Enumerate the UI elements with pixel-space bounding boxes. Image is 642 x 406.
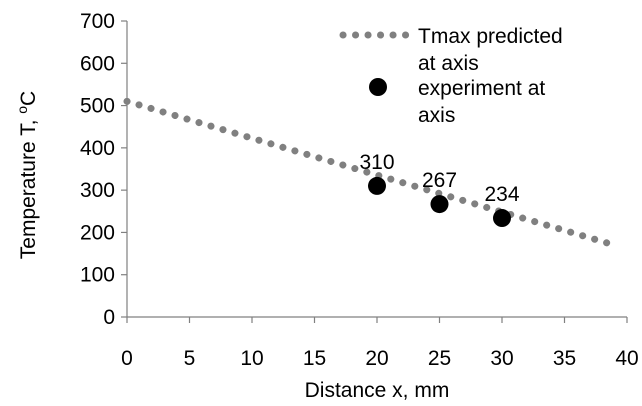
x-axis-label: Distance x, mm bbox=[305, 379, 450, 402]
x-tick-label: 20 bbox=[365, 347, 388, 370]
legend-predicted-label: at axis bbox=[418, 52, 479, 75]
x-tick-label: 40 bbox=[615, 347, 638, 370]
legend-experiment-label: experiment at bbox=[418, 77, 545, 100]
y-tick-label: 200 bbox=[80, 221, 115, 244]
y-tick-label: 400 bbox=[80, 137, 115, 160]
series-predicted-line bbox=[123, 97, 618, 249]
y-axis-label-main: Temperature T, bbox=[17, 114, 40, 260]
y-tick-label: 100 bbox=[80, 264, 115, 287]
x-tick-label: 25 bbox=[428, 347, 451, 370]
y-tick-label: 600 bbox=[80, 52, 115, 75]
y-axis: 0 100 200 300 400 500 600 700 bbox=[80, 10, 128, 329]
y-tick-label: 700 bbox=[80, 10, 115, 33]
experiment-data-label: 310 bbox=[359, 151, 394, 174]
x-tick-label: 5 bbox=[184, 347, 196, 370]
y-axis-label-degree: o bbox=[14, 106, 30, 114]
experiment-point bbox=[368, 176, 386, 195]
experiment-point bbox=[493, 209, 511, 228]
y-axis-label-unit: C bbox=[17, 91, 40, 106]
plot-area: 310 267 234 bbox=[123, 97, 618, 249]
y-tick-label: 0 bbox=[103, 306, 115, 329]
legend-experiment-label: axis bbox=[418, 104, 455, 127]
experiment-data-label: 267 bbox=[422, 169, 457, 192]
x-tick-label: 35 bbox=[553, 347, 576, 370]
x-axis: 0 5 10 15 20 25 30 35 40 bbox=[121, 316, 639, 370]
legend-predicted-label: Tmax predicted bbox=[418, 25, 563, 48]
experiment-point bbox=[430, 195, 449, 214]
y-axis-label: Temperature T, oC bbox=[14, 91, 40, 259]
x-tick-label: 10 bbox=[240, 347, 263, 370]
x-tick-label: 30 bbox=[490, 347, 513, 370]
y-tick-label: 300 bbox=[80, 179, 115, 202]
y-tick-label: 500 bbox=[80, 95, 115, 118]
legend-experiment-swatch bbox=[369, 78, 387, 96]
experiment-data-label: 234 bbox=[484, 183, 519, 206]
x-tick-label: 0 bbox=[121, 347, 133, 370]
x-tick-label: 15 bbox=[303, 347, 326, 370]
